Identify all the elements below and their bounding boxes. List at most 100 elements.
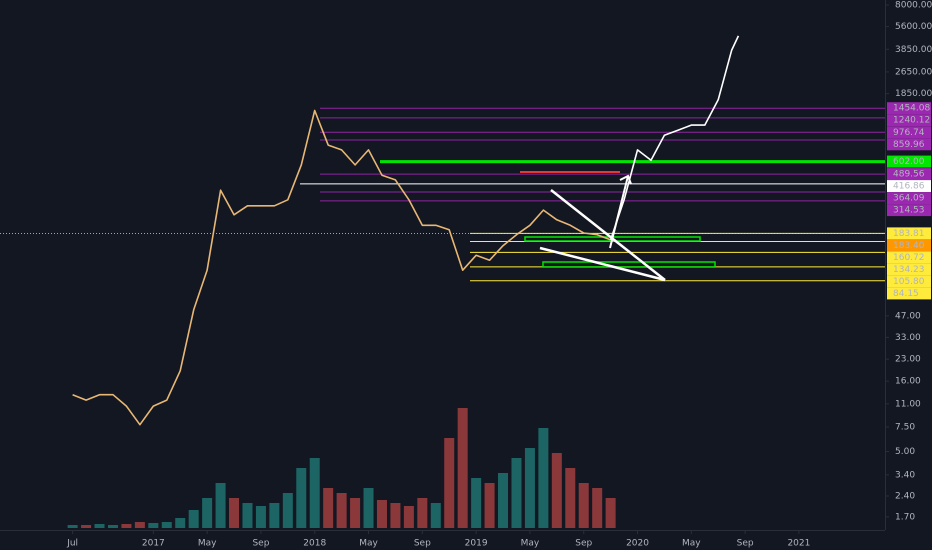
- volume-bar: [430, 503, 441, 528]
- x-tick-label: 2018: [303, 539, 326, 549]
- x-tick-label: Sep: [414, 539, 431, 549]
- level-label: 364.09: [893, 194, 925, 204]
- volume-bar: [350, 498, 361, 528]
- y-tick-label: 3850.00: [895, 45, 932, 55]
- volume-bar: [578, 483, 589, 528]
- wedge-line: [539, 246, 666, 282]
- y-tick-label: 1850.00: [895, 89, 932, 99]
- y-tick-label: 7.50: [895, 423, 915, 433]
- y-tick-label: 33.00: [895, 333, 921, 343]
- level-label: 105.80: [893, 277, 925, 287]
- level-label: 489.56: [893, 170, 925, 180]
- x-tick-label: May: [198, 539, 217, 549]
- volume-bar: [94, 524, 105, 528]
- volume-bar: [296, 468, 307, 528]
- x-tick-label: Sep: [575, 539, 592, 549]
- volume-bar: [202, 498, 213, 528]
- level-label-box: [887, 126, 931, 139]
- volume-bar: [255, 506, 266, 528]
- level-label-box: [887, 227, 931, 240]
- x-tick-label: May: [359, 539, 378, 549]
- y-tick-label: 5600.00: [895, 22, 932, 32]
- volume-bar: [67, 525, 78, 528]
- level-label-box: [887, 138, 931, 151]
- level-label-box: [887, 114, 931, 127]
- level-label: 134.23: [893, 265, 925, 275]
- y-tick-label: 2.40: [895, 491, 915, 501]
- price-line: [72, 109, 611, 426]
- volume-bar: [229, 498, 240, 528]
- volume-bar: [605, 498, 616, 528]
- volume-bar: [282, 493, 293, 528]
- level-label-box: [887, 155, 931, 168]
- price-line: [609, 35, 740, 241]
- volume-bar: [242, 503, 253, 528]
- y-tick-label: 47.00: [895, 311, 921, 321]
- level-label-box: [887, 263, 931, 276]
- y-tick-label: 16.00: [895, 377, 921, 387]
- volume-bar: [390, 503, 401, 528]
- y-tick-label: 3.40: [895, 470, 915, 480]
- x-tick-label: 2017: [142, 539, 165, 549]
- level-label: 976.74: [893, 128, 925, 138]
- level-label-box: [887, 180, 931, 193]
- level-label: 183.40: [893, 241, 925, 251]
- y-tick-label: 2650.00: [895, 67, 932, 77]
- x-tick-label: Sep: [252, 539, 269, 549]
- volume-bar: [484, 483, 495, 528]
- volume-bar: [471, 478, 482, 528]
- volume-bar: [376, 500, 387, 528]
- volume-bar: [269, 503, 280, 528]
- level-label: 183.81: [893, 229, 925, 239]
- y-tick-label: 1.70: [895, 512, 915, 522]
- wedge-line: [550, 189, 666, 281]
- level-label-box: [887, 168, 931, 181]
- volume-bar: [161, 522, 172, 528]
- level-label: 1454.08: [893, 104, 930, 114]
- volume-bar: [336, 493, 347, 528]
- level-label-box: [887, 204, 931, 217]
- volume-bar: [107, 525, 118, 528]
- level-label: 160.72: [893, 253, 925, 263]
- x-tick-label: May: [521, 539, 540, 549]
- arrow-head: [619, 174, 632, 185]
- y-tick-label: 5.00: [895, 447, 915, 457]
- x-tick-label: 2020: [626, 539, 649, 549]
- level-label-box: [887, 102, 931, 115]
- level-label: 602.00: [893, 157, 925, 167]
- volume-bar: [498, 473, 509, 528]
- level-label-box: [887, 275, 931, 288]
- green-zone: [542, 261, 716, 268]
- level-label-box: [887, 239, 931, 252]
- volume-bar: [592, 488, 603, 528]
- axes-layer: 8000.00 5600.00 3850.00 2650.00 1850.00 47.00…: [66, 1, 932, 549]
- volume-bar: [511, 458, 522, 528]
- drawings: [520, 171, 716, 282]
- price-layer: [72, 35, 740, 426]
- levels-layer: [0, 107, 885, 282]
- volume-bar: [403, 506, 414, 528]
- volume-bar: [134, 522, 145, 528]
- level-label-box: [887, 251, 931, 264]
- y-tick-label: 11.00: [895, 399, 921, 409]
- volume-bar: [363, 488, 374, 528]
- level-label-box: [887, 192, 931, 205]
- volume-bar: [121, 524, 132, 528]
- volume-bar: [565, 468, 576, 528]
- volume-bar: [81, 525, 92, 528]
- volume-bar: [444, 438, 455, 528]
- x-tick-label: Jul: [66, 539, 78, 549]
- volume-layer: [67, 408, 616, 528]
- volume-bar: [215, 483, 226, 528]
- arrow: [609, 175, 629, 249]
- level-label-box: [887, 287, 931, 300]
- volume-bar: [175, 518, 186, 528]
- volume-bar: [323, 488, 334, 528]
- volume-bar: [417, 498, 428, 528]
- y-tick-label: 23.00: [895, 355, 921, 365]
- level-label: 314.53: [893, 206, 925, 216]
- y-tick-label: 8000.00: [895, 1, 932, 11]
- x-tick-label: 2021: [787, 539, 810, 549]
- volume-bar: [457, 408, 468, 528]
